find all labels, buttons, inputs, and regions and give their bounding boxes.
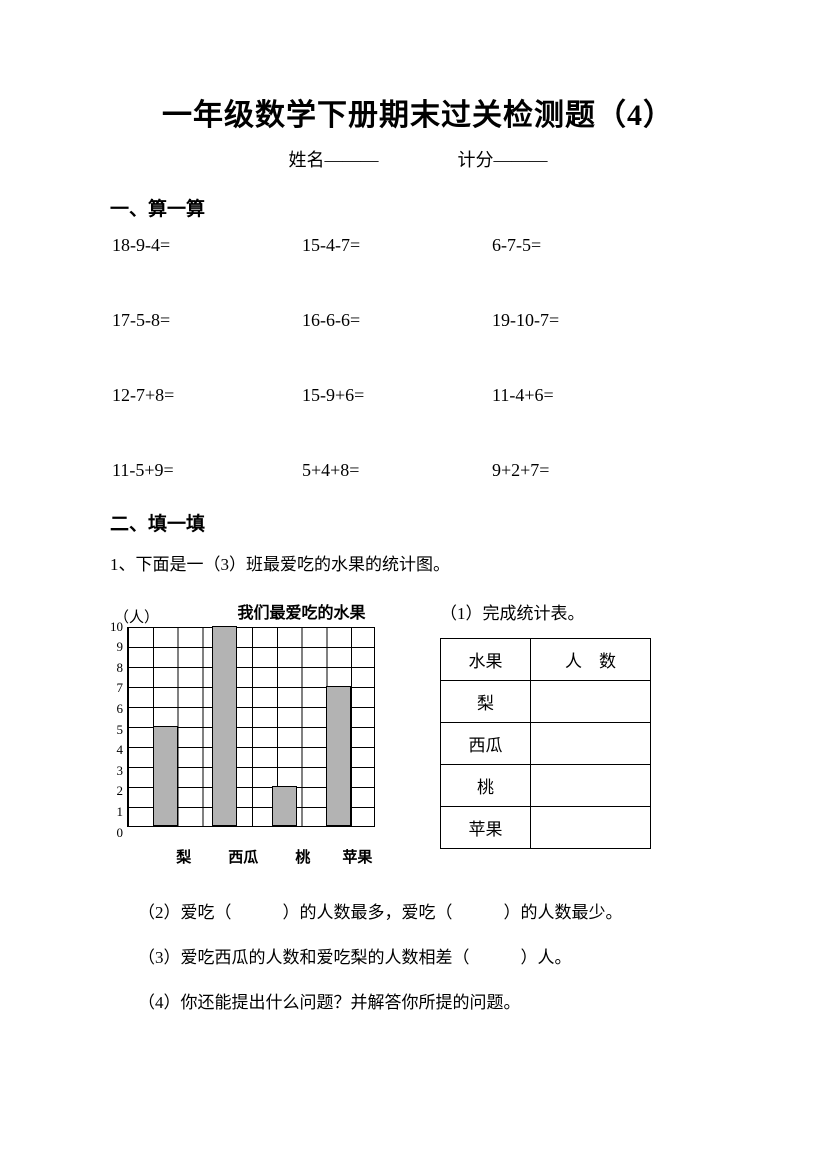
score-label: 计分——— (458, 150, 548, 170)
table-row: 水果 人 数 (441, 638, 651, 680)
y-tick-label: 1 (110, 805, 123, 819)
table-row: 桃 (441, 764, 651, 806)
x-tick-label: 苹果 (332, 846, 382, 867)
table-cell-blank (531, 806, 651, 848)
y-tick-label: 4 (110, 743, 123, 757)
problem-cell: 11-4+6= (492, 385, 672, 406)
problem-cell: 16-6-6= (302, 310, 482, 331)
sub-q1: （1）完成统计表。 (440, 599, 651, 624)
y-tick-label: 6 (110, 702, 123, 716)
y-axis: 109876543210 (110, 620, 127, 840)
y-tick-label: 10 (110, 620, 123, 634)
table-row: 苹果 (441, 806, 651, 848)
chart-table-row: （人） 我们最爱吃的水果 109876543210 梨西瓜桃苹果 （1）完成统计… (110, 599, 726, 866)
table-cell: 西瓜 (441, 722, 531, 764)
y-tick-label: 5 (110, 723, 123, 737)
problem-cell: 12-7+8= (112, 385, 292, 406)
page-title: 一年级数学下册期末过关检测题（4） (110, 90, 726, 134)
bar (326, 686, 351, 826)
x-tick-label: 西瓜 (218, 846, 268, 867)
sub-q2: （2）爱吃（ ）的人数最多，爱吃（ ）的人数最少。 (138, 894, 726, 931)
problem-cell: 5+4+8= (302, 460, 482, 481)
problems-grid: 18-9-4= 15-4-7= 6-7-5= 17-5-8= 16-6-6= 1… (110, 235, 726, 481)
problem-cell: 17-5-8= (112, 310, 292, 331)
table-row: 梨 (441, 680, 651, 722)
section1-heading: 一、算一算 (110, 194, 726, 221)
problem-cell: 11-5+9= (112, 460, 292, 481)
chart-grid (127, 627, 375, 827)
x-tick-label: 桃 (278, 846, 328, 867)
table-header-cell: 人 数 (531, 638, 651, 680)
sub-q4: （4）你还能提出什么问题？并解答你所提的问题。 (138, 984, 726, 1021)
table-cell: 梨 (441, 680, 531, 722)
problem-cell: 18-9-4= (112, 235, 292, 256)
table-cell: 桃 (441, 764, 531, 806)
problem-cell: 19-10-7= (492, 310, 672, 331)
page: 一年级数学下册期末过关检测题（4） 姓名——— 计分——— 一、算一算 18-9… (0, 0, 826, 1169)
table-cell-blank (531, 680, 651, 722)
q1-intro: 1、下面是一（3）班最爱吃的水果的统计图。 (110, 550, 726, 581)
bar (212, 626, 237, 826)
table-header-cell: 水果 (441, 638, 531, 680)
right-column: （1）完成统计表。 水果 人 数 梨 西瓜 桃 (440, 599, 651, 849)
fruit-table: 水果 人 数 梨 西瓜 桃 苹果 (440, 638, 651, 849)
table-row: 西瓜 (441, 722, 651, 764)
chart-title: 我们最爱吃的水果 (193, 599, 410, 623)
info-line: 姓名——— 计分——— (110, 146, 726, 172)
problem-cell: 15-9+6= (302, 385, 482, 406)
x-tick-label: 梨 (159, 846, 209, 867)
table-cell-blank (531, 764, 651, 806)
y-tick-label: 7 (110, 681, 123, 695)
bar (153, 726, 178, 826)
table-cell: 苹果 (441, 806, 531, 848)
sub-q3: （3）爱吃西瓜的人数和爱吃梨的人数相差（ ）人。 (138, 939, 726, 976)
y-tick-label: 9 (110, 640, 123, 654)
problem-cell: 6-7-5= (492, 235, 672, 256)
table-cell-blank (531, 722, 651, 764)
y-tick-label: 3 (110, 764, 123, 778)
bar-chart: （人） 我们最爱吃的水果 109876543210 梨西瓜桃苹果 (110, 599, 410, 866)
x-axis-labels: 梨西瓜桃苹果 (140, 846, 410, 866)
name-label: 姓名——— (289, 150, 379, 170)
problem-cell: 15-4-7= (302, 235, 482, 256)
problem-cell: 9+2+7= (492, 460, 672, 481)
bar (272, 786, 297, 826)
y-tick-label: 8 (110, 661, 123, 675)
section2-heading: 二、填一填 (110, 509, 726, 536)
sub-questions: （2）爱吃（ ）的人数最多，爱吃（ ）的人数最少。 （3）爱吃西瓜的人数和爱吃梨… (110, 894, 726, 1022)
y-tick-label: 2 (110, 784, 123, 798)
y-tick-label: 0 (110, 826, 123, 840)
